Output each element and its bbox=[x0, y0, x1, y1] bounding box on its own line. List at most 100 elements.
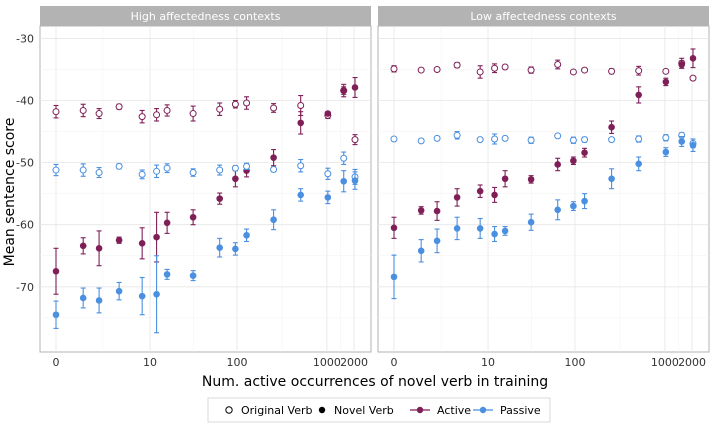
data-point bbox=[417, 207, 425, 214]
data-point bbox=[390, 224, 398, 232]
data-point bbox=[324, 194, 332, 201]
data-point bbox=[351, 84, 359, 91]
x-tick-labels: 0 10 100 1000 2000 bbox=[391, 356, 707, 369]
data-point bbox=[527, 176, 535, 183]
data-point bbox=[231, 164, 239, 172]
legend: Original Verb Novel Verb Active Passive bbox=[207, 397, 551, 423]
data-point bbox=[569, 68, 577, 76]
panel-low-affectedness: Low affectedness contexts 0 10 100 1000 2000 bbox=[377, 6, 710, 369]
data-point bbox=[95, 169, 103, 177]
panel-marks bbox=[52, 76, 359, 334]
data-point bbox=[417, 137, 425, 145]
data-point bbox=[608, 67, 616, 75]
data-point bbox=[243, 231, 250, 239]
data-point bbox=[297, 119, 304, 127]
data-point bbox=[554, 132, 562, 140]
y-tick-label: -40 bbox=[16, 95, 34, 108]
data-point bbox=[79, 294, 87, 302]
data-point bbox=[115, 103, 123, 111]
data-point bbox=[351, 177, 359, 184]
data-point bbox=[569, 136, 577, 144]
data-point bbox=[216, 244, 223, 251]
data-point bbox=[138, 240, 146, 247]
data-point bbox=[163, 164, 171, 172]
data-point bbox=[527, 218, 535, 226]
x-tick-label: 10 bbox=[481, 356, 495, 369]
data-point bbox=[297, 101, 305, 109]
series-novel-verb-passive bbox=[52, 170, 359, 334]
y-tick-label: -30 bbox=[16, 32, 34, 45]
data-point bbox=[95, 297, 103, 304]
data-point bbox=[476, 187, 484, 195]
data-point bbox=[554, 206, 561, 214]
data-point bbox=[138, 292, 146, 300]
data-point bbox=[297, 162, 305, 170]
data-point bbox=[689, 141, 697, 149]
data-point bbox=[390, 135, 398, 143]
x-axis-title: Num. active occurrences of novel verb in… bbox=[202, 374, 548, 390]
data-point bbox=[153, 167, 161, 175]
x-tick-label: 1000 bbox=[313, 356, 341, 369]
data-point bbox=[501, 134, 509, 142]
data-point bbox=[678, 138, 686, 145]
data-point bbox=[324, 110, 332, 117]
data-point bbox=[115, 162, 123, 170]
data-point bbox=[417, 247, 425, 255]
panel-background bbox=[377, 25, 710, 353]
data-point bbox=[501, 63, 509, 71]
y-tick-labels: -30 -40 -50 -60 -70 bbox=[16, 32, 34, 293]
x-tick-label: 100 bbox=[226, 356, 247, 369]
y-axis-title: Mean sentence score bbox=[2, 118, 18, 267]
series-original-verb-passive bbox=[390, 131, 697, 149]
data-point bbox=[79, 166, 87, 174]
data-point bbox=[491, 135, 499, 143]
data-point bbox=[570, 157, 577, 165]
data-point bbox=[689, 74, 697, 82]
data-point bbox=[340, 87, 348, 94]
data-point bbox=[581, 149, 588, 156]
series-novel-verb-passive bbox=[390, 135, 697, 300]
data-point bbox=[340, 154, 348, 162]
data-point bbox=[232, 175, 239, 183]
data-point bbox=[635, 91, 642, 99]
panel-marks bbox=[390, 48, 697, 300]
data-point bbox=[635, 135, 643, 143]
data-point bbox=[501, 227, 509, 235]
data-point bbox=[527, 66, 535, 74]
data-point bbox=[433, 134, 441, 142]
data-point bbox=[52, 311, 60, 319]
panel-title: High affectedness contexts bbox=[131, 10, 281, 23]
data-point bbox=[635, 67, 643, 75]
data-point bbox=[581, 66, 589, 74]
data-point bbox=[231, 100, 239, 108]
data-point bbox=[52, 108, 60, 116]
data-point bbox=[270, 216, 277, 224]
data-point bbox=[501, 175, 509, 183]
y-tick-label: -70 bbox=[16, 281, 34, 294]
data-point bbox=[52, 267, 60, 275]
panel-title: Low affectedness contexts bbox=[470, 10, 617, 23]
data-point bbox=[189, 272, 197, 279]
data-point bbox=[453, 194, 461, 201]
data-point bbox=[417, 66, 425, 74]
data-point bbox=[453, 61, 461, 69]
data-point bbox=[351, 136, 359, 144]
data-point bbox=[163, 271, 171, 278]
data-point bbox=[270, 154, 277, 161]
legend-passive-marker bbox=[479, 406, 487, 414]
data-point bbox=[662, 78, 670, 86]
x-tick-label: 10 bbox=[143, 356, 157, 369]
panel-grid bbox=[40, 26, 371, 352]
data-point bbox=[635, 160, 642, 168]
data-point bbox=[95, 110, 103, 118]
data-point bbox=[433, 207, 441, 215]
series-novel-verb-active bbox=[390, 48, 697, 239]
data-point bbox=[297, 191, 304, 199]
legend-passive-label: Passive bbox=[500, 404, 541, 417]
data-point bbox=[216, 166, 224, 174]
data-point bbox=[189, 110, 197, 118]
data-point bbox=[153, 233, 160, 241]
legend-active-marker bbox=[416, 406, 424, 414]
data-point bbox=[570, 202, 577, 210]
data-point bbox=[662, 134, 670, 142]
